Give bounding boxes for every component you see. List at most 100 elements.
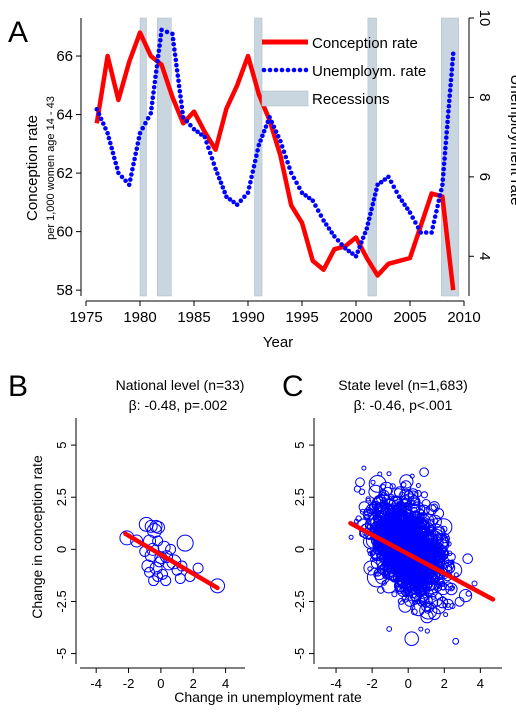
- y-tick-label: 60: [56, 224, 73, 241]
- data-point: [378, 546, 386, 555]
- y-tick-label: 62: [56, 165, 73, 182]
- data-point: [371, 505, 384, 518]
- unemployment-dot: [372, 192, 378, 197]
- data-point: [422, 592, 428, 599]
- panel-b-label: B: [8, 370, 28, 403]
- data-point: [398, 599, 412, 613]
- unemployment-dot: [195, 129, 200, 135]
- data-point: [176, 534, 194, 552]
- unemployment-dot: [112, 155, 117, 161]
- y-tick-label: -5: [292, 648, 307, 660]
- data-point: [462, 553, 474, 565]
- data-point: [387, 552, 393, 558]
- unemployment-dot: [110, 150, 116, 156]
- data-point: [440, 525, 448, 533]
- unemployment-dot: [140, 125, 145, 131]
- unemployment-dot: [415, 225, 421, 230]
- data-point: [398, 570, 410, 581]
- data-point: [149, 561, 163, 575]
- panel-c-subtitle: β: -0.46, p<.001: [354, 397, 453, 413]
- recession-band: [157, 17, 172, 297]
- data-point: [377, 586, 385, 594]
- unemployment-dot: [281, 149, 287, 154]
- unemployment-dot: [326, 226, 332, 231]
- y-tick-label: 0: [54, 546, 69, 553]
- data-point: [397, 535, 413, 550]
- unemployment-dot: [263, 124, 269, 129]
- data-point: [408, 567, 413, 573]
- data-point: [413, 510, 419, 516]
- legend-label-conception: Conception rate: [312, 35, 418, 52]
- unemployment-dot: [357, 244, 362, 250]
- bottom-x-axis-label: Change in unemployment rate: [174, 689, 362, 705]
- unemployment-dot: [204, 140, 209, 145]
- x-tick-label: -4: [330, 676, 342, 691]
- data-point: [157, 568, 168, 580]
- unemployment-dot: [164, 29, 170, 35]
- x-tick-label: 2000: [339, 309, 372, 326]
- y2-tick-label: 10: [476, 10, 493, 27]
- panel-c-points: [348, 465, 478, 647]
- unemployment-dot: [315, 208, 321, 213]
- data-point: [428, 524, 436, 532]
- data-point: [443, 612, 449, 618]
- data-point: [368, 475, 387, 493]
- fit-line: [123, 531, 220, 591]
- unemployment-dot: [211, 161, 217, 166]
- unemployment-dot: [447, 93, 453, 98]
- data-point: [370, 547, 385, 562]
- data-point: [423, 508, 430, 514]
- unemployment-dot: [159, 27, 164, 33]
- data-point: [454, 596, 465, 607]
- unemployment-dot: [350, 251, 355, 256]
- unemployment-dot: [220, 185, 226, 190]
- unemployment-dot: [135, 141, 141, 146]
- unemployment-dot: [176, 78, 181, 84]
- unemployment-dot: [299, 190, 305, 195]
- unemployment-dot: [171, 42, 176, 47]
- unemployment-dot: [180, 115, 186, 120]
- y-tick-label: -5: [54, 648, 69, 660]
- unemployment-dot: [444, 130, 450, 135]
- unemployment-dot: [407, 210, 413, 215]
- data-point: [148, 575, 160, 587]
- data-point: [418, 626, 424, 632]
- y2-tick-label: 8: [476, 93, 493, 101]
- x-tick-label: 1995: [285, 309, 318, 326]
- unemployment-dot: [209, 156, 215, 161]
- legend-dot: [285, 67, 291, 73]
- unemployment-dot: [179, 104, 185, 110]
- unemployment-dot: [128, 177, 133, 182]
- unemployment-dot: [213, 166, 218, 172]
- x-tick-label: -4: [90, 676, 102, 691]
- data-point: [165, 543, 177, 555]
- unemployment-dot: [116, 170, 121, 176]
- unemployment-dot: [149, 105, 154, 111]
- data-point: [420, 610, 434, 624]
- unemployment-dot: [101, 121, 106, 126]
- x-tick-label: 2: [441, 676, 448, 691]
- unemployment-dot: [440, 177, 446, 182]
- unemployment-dot: [153, 69, 159, 74]
- unemployment-dot: [156, 48, 162, 54]
- data-point: [403, 516, 419, 531]
- y-axis-right: 4 6 8 10: [468, 10, 493, 296]
- unemployment-dot: [170, 31, 175, 37]
- data-point: [440, 560, 449, 569]
- unemployment-dot: [248, 179, 253, 185]
- unemployment-dot: [369, 206, 374, 212]
- unemployment-dot: [109, 145, 114, 151]
- unemployment-dot: [254, 153, 259, 158]
- x-tick-label: -2: [366, 676, 378, 691]
- unemployment-dot: [442, 156, 447, 161]
- unemployment-dot: [440, 182, 445, 188]
- data-point: [420, 491, 428, 499]
- x-tick-label: 1980: [123, 309, 156, 326]
- unemployment-dot: [431, 219, 437, 225]
- panel-c-fit: [348, 521, 496, 602]
- unemployment-dot: [218, 180, 224, 186]
- panel-b-title: National level (n=33): [116, 377, 245, 393]
- data-point: [379, 499, 386, 505]
- data-point: [144, 519, 158, 533]
- unemployment-dot: [202, 134, 208, 140]
